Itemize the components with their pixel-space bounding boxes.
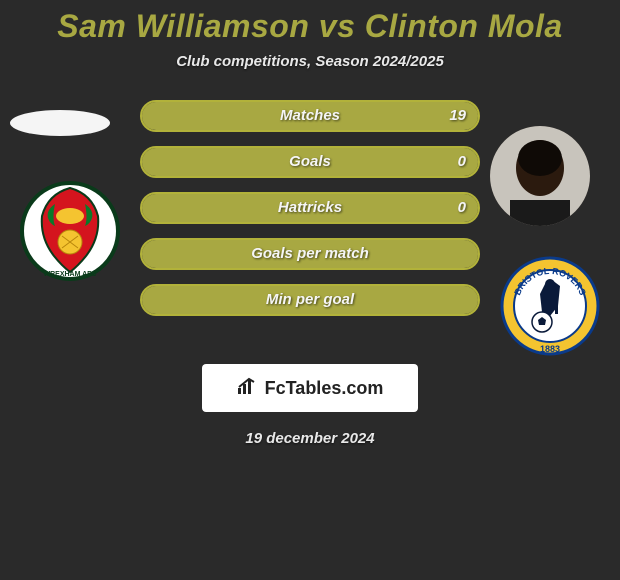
season-subtitle: Club competitions, Season 2024/2025 (0, 53, 620, 70)
stat-bar-track (140, 192, 480, 224)
stat-fill-right (142, 102, 478, 130)
stat-fill-right (142, 148, 478, 176)
page-title: Sam Williamson vs Clinton Mola (0, 0, 620, 45)
stat-row: Matches19 (140, 100, 480, 132)
watermark-text: FcTables.com (265, 378, 384, 399)
date-line: 19 december 2024 (0, 430, 620, 447)
stat-fill-right (142, 286, 478, 314)
stat-bar-track (140, 238, 480, 270)
stat-fill-right (142, 194, 478, 222)
stat-bar-track (140, 284, 480, 316)
stat-row: Min per goal (140, 284, 480, 316)
watermark: FcTables.com (202, 364, 418, 412)
stat-bar-track (140, 100, 480, 132)
stat-row: Hattricks0 (140, 192, 480, 224)
stats-area: Matches19 Goals0 Hattricks0 Goals per match… (0, 100, 620, 360)
comparison-card: Sam Williamson vs Clinton Mola Club comp… (0, 0, 620, 580)
stat-fill-right (142, 240, 478, 268)
chart-icon (237, 377, 259, 400)
stat-row: Goals per match (140, 238, 480, 270)
stat-bar-track (140, 146, 480, 178)
stat-row: Goals0 (140, 146, 480, 178)
